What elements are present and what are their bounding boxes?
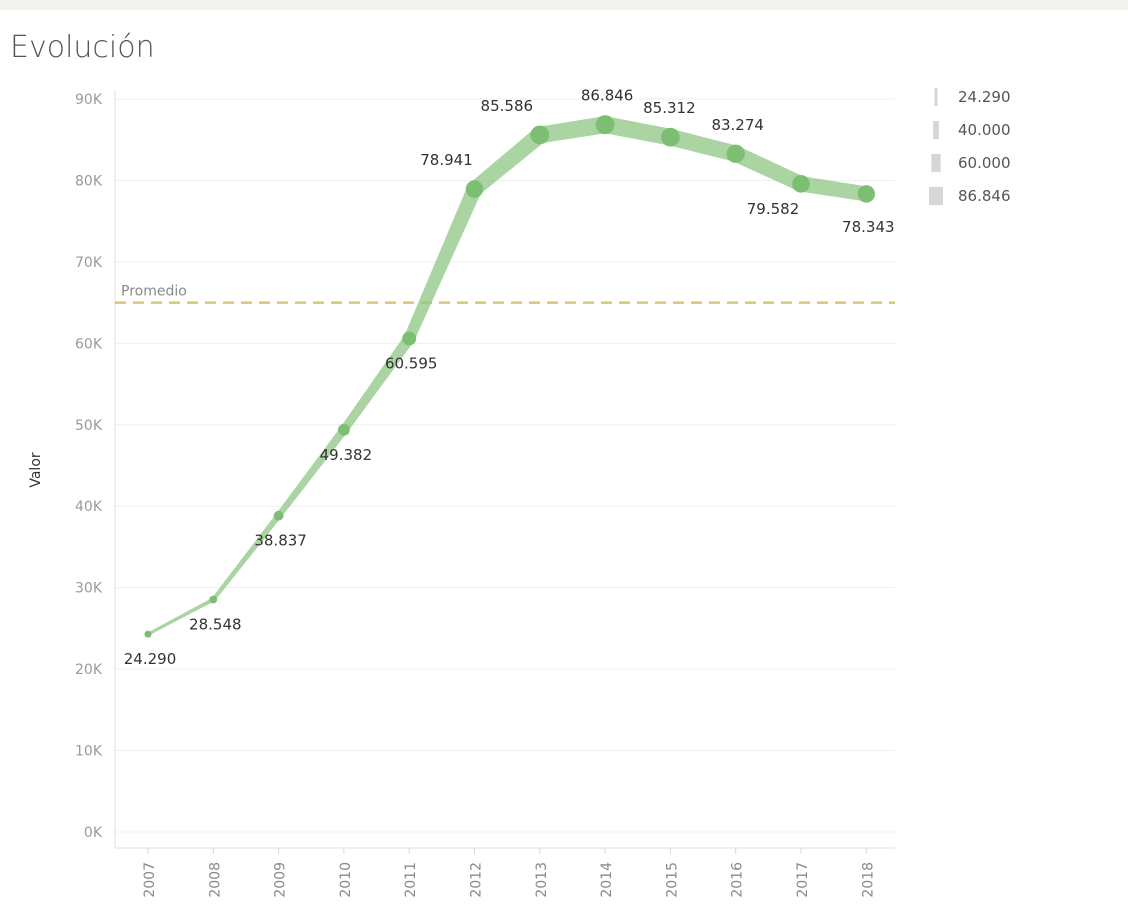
data-label: 85.312 [643, 99, 696, 117]
data-point [857, 185, 875, 203]
x-tick-label: 2015 [664, 862, 680, 898]
x-tick-label: 2009 [273, 862, 289, 898]
line-segment [732, 146, 805, 191]
y-tick-label: 90K [75, 92, 103, 108]
line-chart: Evolución 0K 10K 20K 30K 40K 50K 60K 70K 80K 90K Va… [10, 30, 1011, 898]
x-tick-label: 2011 [403, 862, 419, 898]
y-tick-label: 60K [75, 336, 103, 352]
legend-label: 86.846 [958, 187, 1011, 205]
data-point [273, 510, 284, 521]
line-segment [799, 176, 868, 202]
x-tick-label: 2008 [207, 862, 223, 898]
legend-swatch [931, 154, 941, 172]
chart-title: Evolución [10, 30, 155, 65]
data-point [530, 125, 550, 145]
x-tick-label: 2014 [599, 862, 615, 898]
line-segment [469, 128, 546, 195]
data-label: 28.548 [189, 615, 242, 633]
legend-swatch [929, 187, 943, 205]
y-tick-label: 0K [84, 825, 103, 841]
data-label: 86.846 [581, 87, 634, 105]
line-segment [340, 335, 414, 433]
data-point [595, 115, 615, 135]
line-segment [147, 597, 215, 636]
top-strip [0, 0, 1128, 10]
data-label: 78.343 [842, 218, 895, 236]
legend-label: 24.290 [958, 88, 1011, 106]
legend-label: 40.000 [958, 121, 1011, 139]
data-label: 85.586 [481, 97, 534, 115]
line-segment [668, 129, 738, 162]
x-tick-label: 2016 [730, 862, 746, 898]
y-axis-label: Valor [28, 452, 44, 488]
line-segment [211, 513, 282, 601]
data-point [792, 175, 810, 193]
legend-swatch [933, 121, 939, 139]
chart-panel: Evolución 0K 10K 20K 30K 40K 50K 60K 70K 80K 90K Va… [0, 10, 1128, 906]
y-tick-label: 40K [75, 499, 103, 515]
y-tick-label: 30K [75, 581, 103, 597]
line-segment [404, 186, 482, 341]
x-tick-label: 2010 [338, 862, 354, 898]
y-tick-label: 70K [75, 255, 103, 271]
data-point [209, 595, 218, 604]
data-label: 60.595 [385, 354, 438, 372]
data-label: 24.290 [124, 650, 177, 668]
y-tick-label: 20K [75, 662, 103, 678]
data-point [465, 180, 484, 198]
y-tick-label: 50K [75, 418, 103, 434]
x-tick-label: 2018 [860, 862, 876, 898]
data-point [144, 630, 152, 638]
legend-swatch [934, 88, 938, 106]
data-label: 38.837 [254, 532, 307, 550]
line-segment [603, 116, 672, 146]
data-point [337, 423, 350, 436]
line-segment [538, 116, 607, 144]
legend-label: 60.000 [958, 154, 1011, 172]
x-tick-label: 2012 [469, 862, 485, 898]
x-tick-label: 2007 [142, 862, 158, 898]
data-point [402, 331, 417, 346]
data-label: 83.274 [711, 116, 764, 134]
data-label: 79.582 [747, 200, 800, 218]
x-tick-label: 2017 [795, 862, 811, 898]
reference-line-label: Promedio [121, 284, 187, 300]
data-point [726, 144, 745, 163]
line-segment [276, 427, 348, 518]
x-tick-label: 2013 [534, 862, 550, 898]
data-label: 49.382 [320, 446, 373, 464]
data-point [661, 127, 680, 147]
data-label: 78.941 [420, 151, 473, 169]
y-tick-label: 10K [75, 744, 103, 760]
y-tick-label: 80K [75, 173, 103, 189]
